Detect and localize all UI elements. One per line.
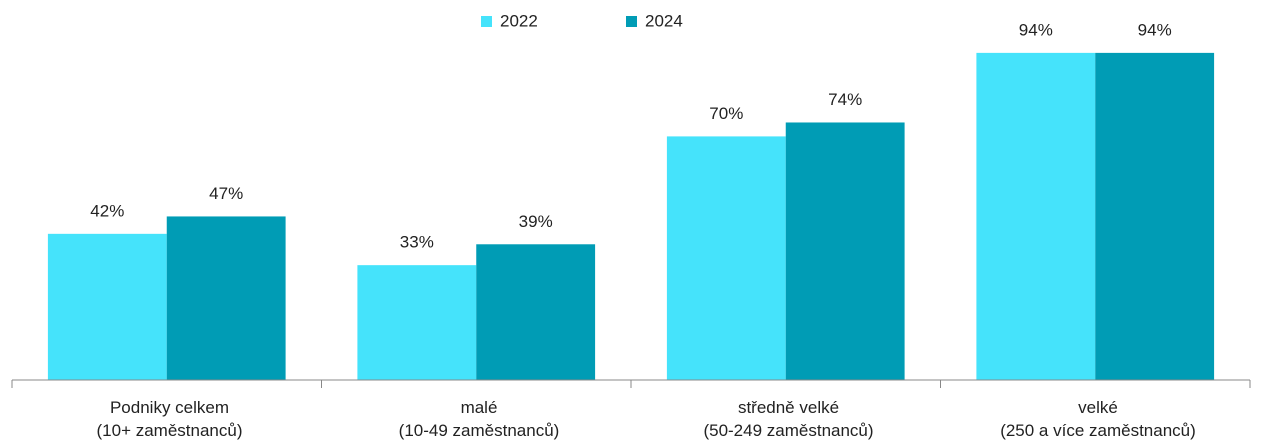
bar	[357, 265, 477, 380]
x-tick-label: velké (250 a více zaměstnanců)	[1000, 398, 1196, 440]
bar	[166, 216, 286, 380]
x-tick-label: středně velké (50-249 zaměstnanců)	[703, 398, 874, 440]
x-tick-label: Podniky celkem (10+ zaměstnanců)	[96, 398, 243, 440]
data-label: 94%	[1138, 20, 1172, 39]
data-label: 47%	[209, 184, 243, 203]
data-label: 42%	[90, 201, 124, 220]
legend-label: 2024	[645, 11, 683, 30]
legend-swatch	[626, 16, 637, 27]
bar	[47, 233, 167, 380]
x-tick-label: malé (10-49 zaměstnanců)	[398, 398, 560, 440]
data-label: 39%	[519, 212, 553, 231]
bar	[666, 136, 786, 380]
data-label: 74%	[828, 90, 862, 109]
bar	[1095, 52, 1215, 380]
data-label: 70%	[709, 104, 743, 123]
bar	[976, 52, 1096, 380]
bar	[785, 122, 905, 380]
legend-swatch	[481, 16, 492, 27]
bar	[476, 244, 596, 380]
data-label: 94%	[1019, 20, 1053, 39]
legend-label: 2022	[500, 11, 538, 30]
data-label: 33%	[400, 233, 434, 252]
